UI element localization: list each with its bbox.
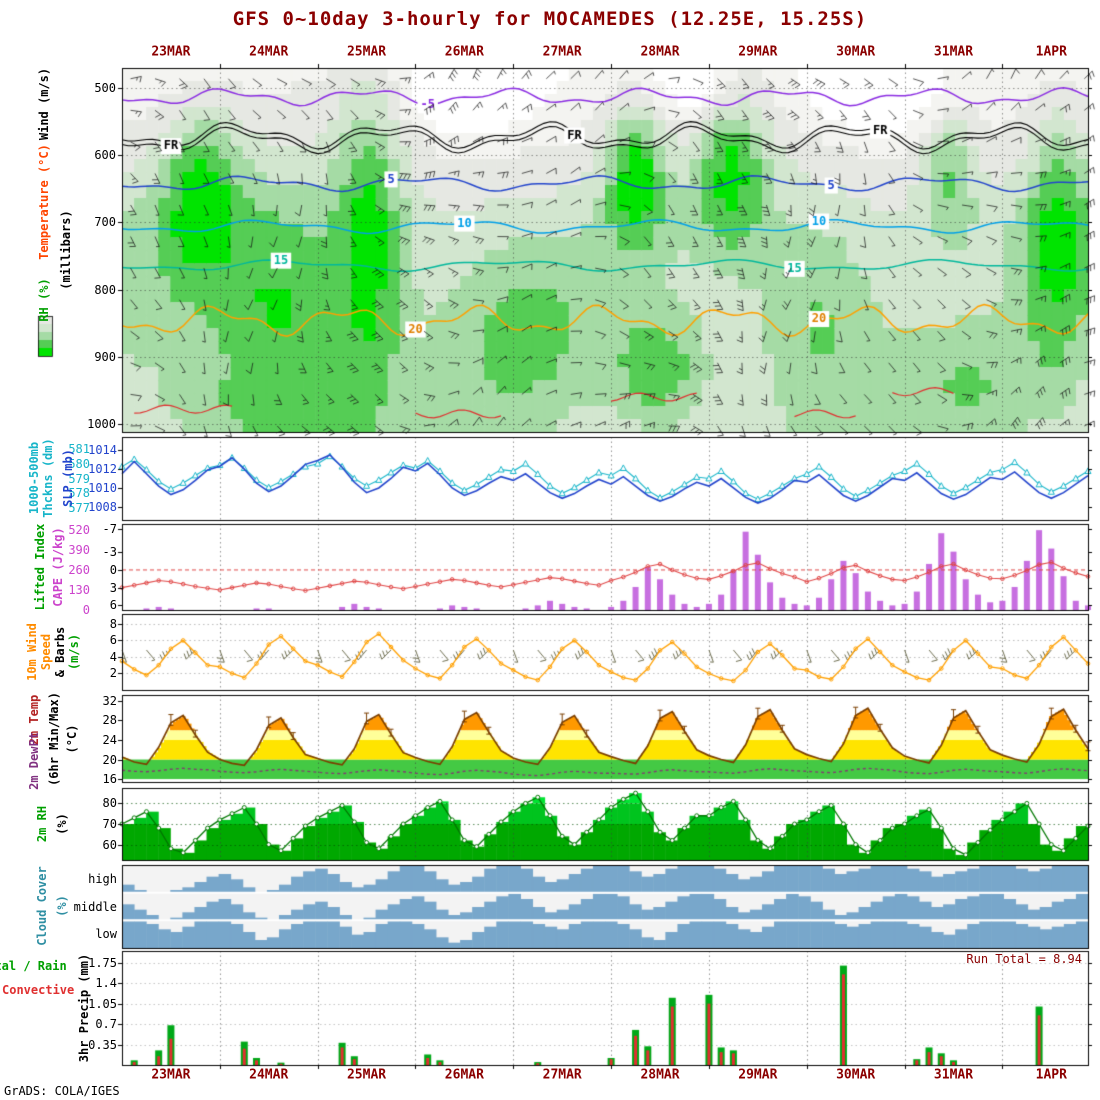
wind-speed-tick-label: 4 bbox=[109, 649, 117, 664]
x-axis-label-bottom: 28MAR bbox=[640, 1067, 680, 1083]
precip-tick-label: 0.7 bbox=[95, 1017, 117, 1032]
lifted-index-tick-label: 3 bbox=[109, 580, 117, 595]
axis-caption: (°C) bbox=[65, 724, 79, 754]
axis-caption: Temperature (°C) bbox=[37, 144, 51, 260]
x-axis-label-bottom: 31MAR bbox=[933, 1067, 974, 1083]
axis-caption: Total / Rain bbox=[0, 959, 67, 973]
pressure-tick-label: 500 bbox=[94, 81, 116, 96]
rh-tick-label: 70 bbox=[102, 817, 117, 831]
slp-tick-label: 1010 bbox=[88, 480, 117, 495]
axis-caption: 2m RH bbox=[35, 805, 49, 843]
axis-caption: Speed bbox=[39, 633, 53, 671]
precip-tick-label: 1.75 bbox=[88, 955, 117, 970]
x-axis-label-top: 27MAR bbox=[542, 44, 582, 60]
cape-tick-label: 260 bbox=[68, 563, 90, 578]
cloud-row-label: middle bbox=[73, 899, 117, 914]
x-axis-label-bottom: 26MAR bbox=[444, 1067, 484, 1083]
x-axis-label-top: 25MAR bbox=[346, 44, 387, 60]
chart-title: GFS 0~10day 3-hourly for MOCAMEDES (12.2… bbox=[232, 8, 868, 30]
x-axis-label-top: 28MAR bbox=[640, 44, 680, 60]
cape-tick-label: 520 bbox=[68, 523, 90, 538]
pressure-tick-label: 600 bbox=[94, 148, 116, 163]
x-axis-label-top: 30MAR bbox=[836, 44, 876, 60]
x-axis-label-top: 31MAR bbox=[933, 44, 974, 60]
slp-tick-label: 1014 bbox=[88, 443, 117, 458]
axis-caption: Thckns (dm) bbox=[41, 438, 55, 518]
lifted-index-tick-label: 0 bbox=[109, 562, 117, 577]
x-axis-label-top: 1APR bbox=[1035, 44, 1067, 60]
lifted-index-tick-label: -7 bbox=[102, 521, 117, 536]
grads-credit: GrADS: COLA/IGES bbox=[4, 1084, 120, 1098]
wind-speed-tick-label: 8 bbox=[109, 616, 117, 631]
cloud-row-label: high bbox=[88, 871, 117, 886]
x-axis-label-bottom: 27MAR bbox=[542, 1067, 582, 1083]
temp-tick-label: 24 bbox=[102, 732, 117, 747]
lifted-index-tick-label: -3 bbox=[102, 545, 117, 560]
pressure-tick-label: 700 bbox=[94, 215, 116, 230]
x-axis-label-top: 24MAR bbox=[249, 44, 289, 60]
axis-caption: Wind (m/s) bbox=[37, 67, 51, 141]
rh-tick-label: 60 bbox=[102, 837, 117, 852]
axis-caption: RH (%) bbox=[37, 278, 51, 322]
axis-caption: & Barbs bbox=[53, 626, 67, 678]
x-axis-label-top: 26MAR bbox=[444, 44, 484, 60]
axis-caption: Convective bbox=[2, 983, 75, 997]
pressure-tick-label: 900 bbox=[94, 349, 116, 364]
axis-caption: (millibars) bbox=[59, 210, 73, 290]
cape-tick-label: 130 bbox=[68, 583, 90, 598]
temp-tick-label: 32 bbox=[102, 693, 117, 708]
temp-tick-label: 20 bbox=[102, 752, 117, 767]
precip-tick-label: 1.05 bbox=[88, 996, 117, 1011]
precip-tick-label: 0.35 bbox=[88, 1037, 117, 1052]
x-axis-label-bottom: 30MAR bbox=[836, 1067, 876, 1083]
axis-caption: 1000-500mb bbox=[27, 441, 41, 515]
axis-caption: 3hr Precip (mm) bbox=[77, 953, 91, 1063]
thickness-tick-label: 578 bbox=[68, 486, 90, 501]
x-axis-label-bottom: 1APR bbox=[1035, 1067, 1067, 1083]
cape-tick-label: 390 bbox=[68, 543, 90, 558]
axis-caption: (m/s) bbox=[67, 633, 81, 671]
x-axis-label-bottom: 25MAR bbox=[346, 1067, 387, 1083]
thickness-tick-label: 580 bbox=[68, 456, 90, 471]
cloud-row-label: low bbox=[95, 927, 117, 942]
x-axis-label-bottom: 24MAR bbox=[249, 1067, 289, 1083]
temp-tick-label: 28 bbox=[102, 713, 117, 728]
pressure-tick-label: 800 bbox=[94, 282, 116, 297]
lifted-index-tick-label: 6 bbox=[109, 598, 117, 613]
x-axis-label-top: 23MAR bbox=[151, 44, 191, 60]
thickness-tick-label: 581 bbox=[68, 441, 90, 456]
axis-caption: SLP (mb) bbox=[61, 449, 75, 507]
thickness-tick-label: 577 bbox=[68, 501, 90, 516]
thickness-tick-label: 579 bbox=[68, 471, 90, 486]
x-axis-label-bottom: 23MAR bbox=[151, 1067, 191, 1083]
axis-caption: (%) bbox=[55, 895, 69, 917]
temp-tick-label: 16 bbox=[102, 772, 117, 787]
wind-speed-tick-label: 6 bbox=[109, 633, 117, 648]
pressure-tick-label: 1000 bbox=[87, 416, 116, 431]
wind-speed-tick-label: 2 bbox=[109, 666, 117, 681]
slp-tick-label: 1008 bbox=[88, 499, 117, 514]
x-axis-label-bottom: 29MAR bbox=[738, 1067, 778, 1083]
cape-tick-label: 0 bbox=[82, 603, 90, 617]
axis-caption: 10m Wind bbox=[25, 623, 39, 681]
precip-tick-label: 1.4 bbox=[95, 976, 117, 991]
axis-caption: (6hr Min/Max) bbox=[47, 692, 61, 786]
axis-caption: (%) bbox=[55, 813, 69, 835]
axis-caption: Cloud Cover bbox=[35, 866, 49, 946]
axis-caption: 2m DewPt bbox=[27, 732, 41, 790]
rh-tick-label: 80 bbox=[102, 796, 117, 811]
slp-tick-label: 1012 bbox=[88, 462, 117, 477]
axis-caption: CAPE (J/kg) bbox=[51, 527, 65, 607]
run-total-label: Run Total = 8.94 bbox=[966, 952, 1082, 966]
axis-caption: Lifted Index bbox=[33, 523, 47, 611]
x-axis-label-top: 29MAR bbox=[738, 44, 778, 60]
